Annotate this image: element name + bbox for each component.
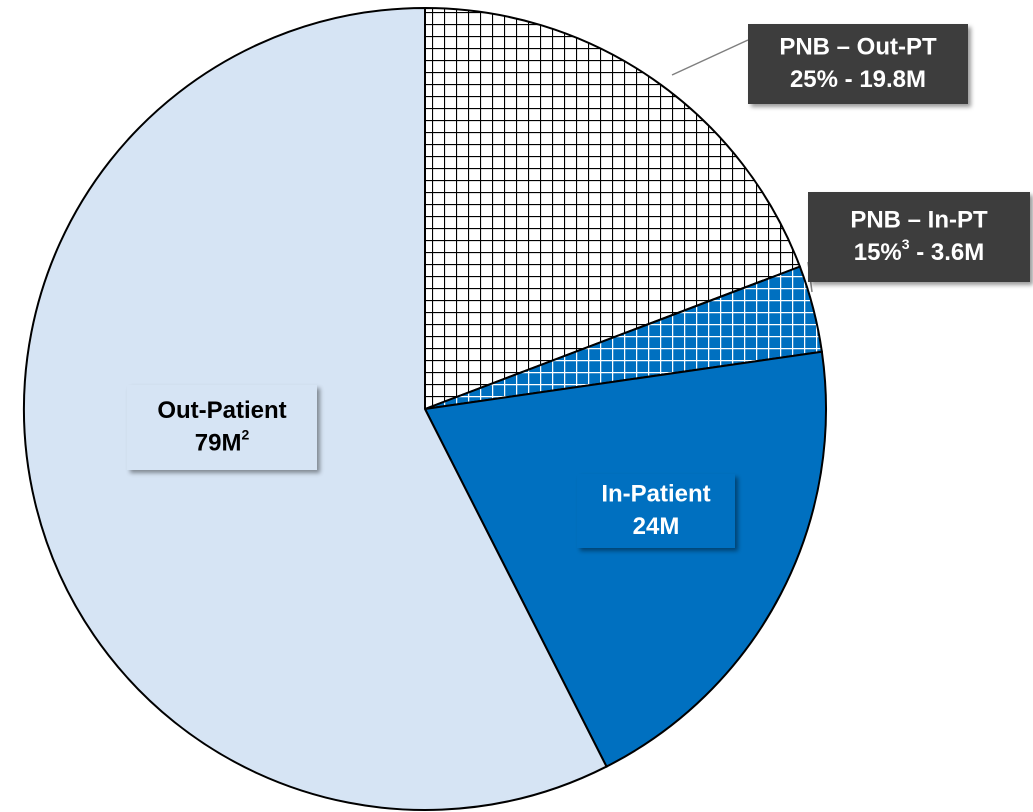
leader-line — [671, 39, 749, 76]
label-box — [748, 24, 968, 104]
slice-name: In-Patient — [601, 480, 710, 507]
slice-label: 24M — [633, 513, 680, 540]
label-part: 15% — [854, 239, 902, 266]
slice-label: 79M2 — [195, 426, 250, 457]
superscript: 2 — [241, 426, 249, 442]
slice-name: PNB – Out-PT — [779, 33, 937, 60]
label-part: 24M — [633, 513, 680, 540]
label-box — [127, 385, 317, 470]
labels: PNB – Out-PT 25% - 19.8M PNB – In-PT 15%3 -… — [127, 24, 1030, 548]
pie-slice — [424, 6, 802, 411]
slice-label: 25% - 19.8M — [790, 66, 926, 93]
label-part: 25% - 19.8M — [790, 66, 926, 93]
slice-name: Out-Patient — [157, 397, 286, 424]
label-part: 79M — [195, 430, 242, 457]
label-box — [808, 192, 1030, 282]
label-box — [577, 474, 735, 548]
pie-slice — [423, 350, 827, 768]
superscript: 3 — [902, 236, 910, 252]
slice-name: PNB – In-PT — [850, 206, 988, 233]
label-part: - 3.6M — [910, 239, 985, 266]
slice-label: 15%3 - 3.6M — [854, 236, 985, 267]
